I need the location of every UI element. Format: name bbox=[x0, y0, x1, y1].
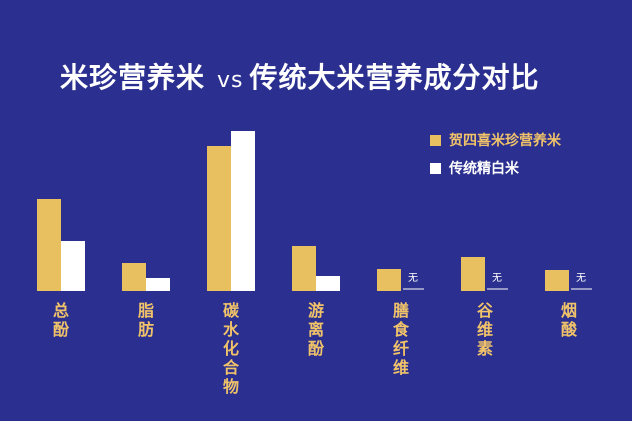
bar-series1-4 bbox=[377, 269, 401, 291]
category-label-2-char-2: 化 bbox=[223, 339, 239, 358]
category-label-4-char-0: 膳 bbox=[393, 301, 409, 320]
category-label-0-char-1: 酚 bbox=[53, 320, 70, 339]
category-label-2-char-0: 碳 bbox=[223, 301, 240, 320]
category-label-2-char-4: 物 bbox=[223, 377, 239, 396]
bar-series1-6 bbox=[545, 270, 569, 291]
category-label-6-char-1: 酸 bbox=[561, 320, 578, 339]
bar-series1-5 bbox=[461, 257, 485, 291]
legend-label-series1: 贺四喜米珍营养米 bbox=[449, 133, 561, 149]
category-label-5-char-2: 素 bbox=[477, 339, 493, 358]
category-label-4-char-2: 纤 bbox=[393, 339, 409, 358]
category-label-1-char-1: 肪 bbox=[138, 320, 154, 339]
category-label-2-char-1: 水 bbox=[223, 320, 240, 339]
category-label-4-char-1: 食 bbox=[392, 320, 410, 339]
legend-item-series1: 贺四喜米珍营养米 bbox=[430, 130, 561, 150]
category-label-5-char-1: 维 bbox=[477, 320, 493, 339]
chart-title: 米珍营养米 vs 传统大米营养成分对比 bbox=[60, 56, 540, 96]
none-label-5: 无 bbox=[492, 273, 502, 284]
bar-series1-1 bbox=[122, 263, 146, 291]
category-label-3-char-0: 游 bbox=[308, 301, 324, 320]
title-vs: vs bbox=[217, 68, 244, 93]
none-label-4: 无 bbox=[408, 273, 418, 284]
bar-series1-2 bbox=[207, 146, 231, 291]
category-label-3-char-1: 离 bbox=[308, 320, 324, 339]
legend-label-series2: 传统精白米 bbox=[449, 161, 519, 177]
category-label-4-char-3: 维 bbox=[393, 358, 409, 377]
bar-series2-0 bbox=[61, 241, 85, 291]
legend-item-series2: 传统精白米 bbox=[430, 158, 561, 178]
legend-swatch-series2 bbox=[430, 162, 441, 174]
category-label-6-char-0: 烟 bbox=[561, 301, 577, 320]
bar-series1-3 bbox=[292, 246, 316, 291]
category-label-2-char-3: 合 bbox=[223, 358, 240, 377]
title-part1: 米珍营养米 bbox=[60, 61, 206, 94]
bar-series2-1 bbox=[146, 278, 170, 291]
bar-series2-2 bbox=[231, 131, 255, 291]
chart-legend: 贺四喜米珍营养米 传统精白米 bbox=[430, 130, 561, 186]
bar-series2-3 bbox=[316, 276, 340, 291]
bar-series1-0 bbox=[37, 199, 61, 291]
category-label-1-char-0: 脂 bbox=[138, 301, 154, 320]
category-label-0-char-0: 总 bbox=[53, 301, 69, 320]
none-label-6: 无 bbox=[576, 273, 586, 284]
category-label-5-char-0: 谷 bbox=[477, 301, 494, 320]
category-label-3-char-2: 酚 bbox=[308, 339, 325, 358]
legend-swatch-series1 bbox=[430, 134, 441, 146]
title-part2: 传统大米营养成分对比 bbox=[249, 61, 540, 94]
